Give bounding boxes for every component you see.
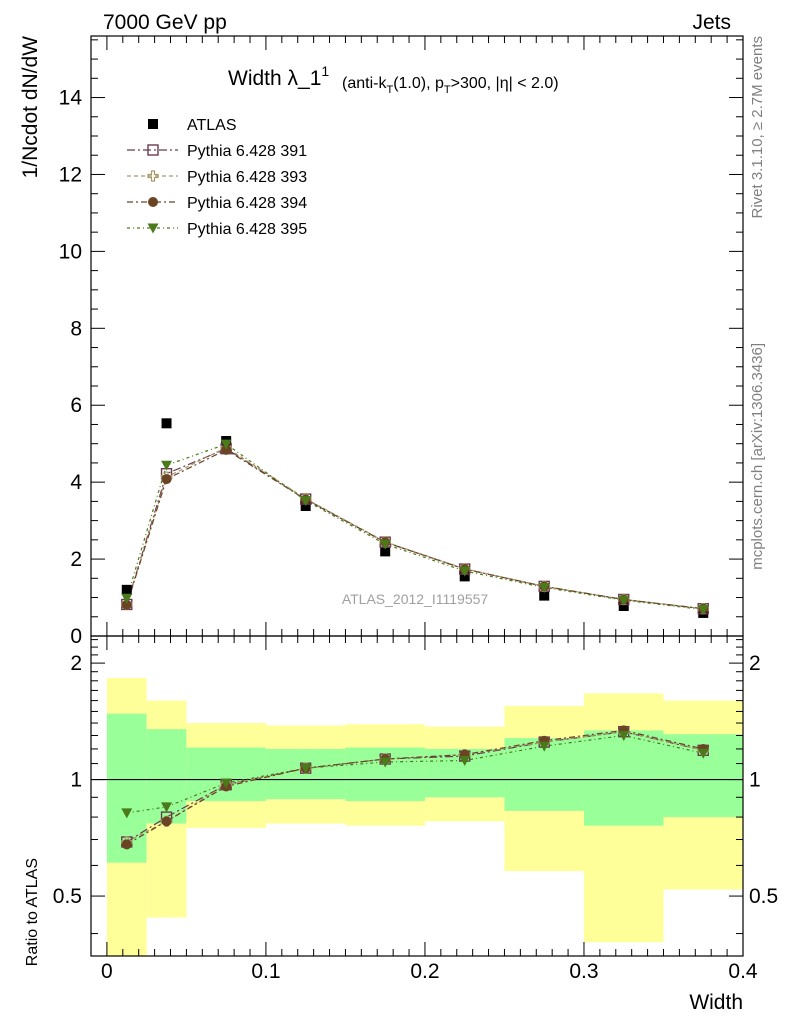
legend-label: Pythia 6.428 394 <box>187 195 307 212</box>
title-sub2: T <box>444 84 451 96</box>
legend-item: ATLAS <box>148 117 237 134</box>
legend-marker <box>147 144 159 156</box>
legend-marker <box>148 197 158 207</box>
header-left: 7000 GeV pp <box>103 11 227 34</box>
main-ytick-label: 0 <box>70 625 82 648</box>
ratio-xtick-label: 0.2 <box>410 960 439 983</box>
ratio-point-pythia-6-428-395 <box>161 802 173 813</box>
title-part3: >300, |η| < 2.0) <box>451 75 559 92</box>
point-pythia-6-428-395 <box>379 539 391 550</box>
ratio-point-pythia-6-428-395 <box>618 730 630 741</box>
side-label-rivet: Rivet 3.1.10, ≥ 2.7M events <box>749 36 766 219</box>
title-sup: 1 <box>321 63 329 79</box>
title-part1: (anti-k <box>342 75 387 92</box>
legend-marker <box>147 170 159 182</box>
series-line-pythia-6.428-393 <box>126 446 704 610</box>
ratio-ytick-label-right: 0.5 <box>749 885 778 908</box>
svg-text:Width λ_11: Width λ_11 <box>228 63 329 90</box>
legend-label: Pythia 6.428 395 <box>187 221 307 238</box>
point-pythia-6-428-395 <box>697 604 709 615</box>
series-line-pythia-6.428-391 <box>126 448 704 610</box>
ratio-panel: 0.5 0.5 1 1 2 2 0 0.1 0.2 0.3 0.4 <box>53 635 778 983</box>
ratio-xtick-label: 0.4 <box>728 960 758 983</box>
point-atlas <box>380 546 391 557</box>
point-atlas <box>618 601 629 611</box>
point-pythia-6-428-394 <box>161 474 172 485</box>
point-pythia-6-428-395 <box>538 583 550 594</box>
ratio-xtick-label: 0 <box>101 960 113 983</box>
green-band-bin <box>186 747 266 802</box>
ratio-line-pythia-6-428-395 <box>126 734 704 814</box>
main-ytick-label: 4 <box>70 471 82 494</box>
ratio-point-pythia-6-428-395 <box>121 808 133 819</box>
title-part2: (1.0), p <box>393 75 444 92</box>
legend: ATLAS Pythia 6.428 391 Pythia 6.428 393 Pyt… <box>127 117 307 238</box>
ratio-point-pythia-6-428-395 <box>379 757 391 768</box>
ratio-ylabel: Ratio to ATLAS <box>24 858 41 966</box>
legend-item: Pythia 6.428 395 <box>127 221 307 238</box>
green-band-bin <box>106 713 147 863</box>
ratio-bands <box>106 678 743 956</box>
side-label-mcplots: mcplots.cern.ch [arXiv:1306.3436] <box>749 343 766 570</box>
ratio-ytick-label-right: 2 <box>749 652 761 675</box>
ratio-point-pythia-6-428-395 <box>300 763 312 774</box>
main-ytick-label: 12 <box>59 163 82 186</box>
plot-title: Width λ_11 (anti-kT(1.0), pT>300, |η| < … <box>228 63 559 96</box>
point-pythia-6-428-394 <box>121 599 132 610</box>
ratio-point-pythia-6-428-394 <box>121 839 132 850</box>
point-pythia-6-428-395 <box>121 593 133 604</box>
ratio-frame <box>90 635 744 957</box>
main-ylabel: 1/Ncdot dN/dW <box>19 36 42 179</box>
legend-label: ATLAS <box>187 117 237 134</box>
legend-item: Pythia 6.428 393 <box>127 169 307 186</box>
ratio-ytick-label-right: 1 <box>749 769 761 792</box>
watermark: ATLAS_2012_I1119557 <box>342 591 489 607</box>
legend-marker <box>148 119 158 129</box>
legend-label: Pythia 6.428 391 <box>187 143 307 160</box>
ratio-ytick-label-left: 1 <box>70 769 82 792</box>
series-line-pythia-6.428-394 <box>126 449 704 610</box>
ratio-point-pythia-6-428-394 <box>161 816 172 827</box>
series-line-pythia-6.428-395 <box>126 443 704 611</box>
main-ytick-label: 10 <box>59 240 82 263</box>
ratio-xtick-label: 0.3 <box>569 960 598 983</box>
point-pythia-6-428-395 <box>161 460 173 471</box>
ratio-point-pythia-6-428-395 <box>697 748 709 759</box>
green-band-bin <box>583 730 664 826</box>
point-pythia-6-428-395 <box>618 595 630 606</box>
ratio-point-pythia-6-428-395 <box>538 741 550 752</box>
main-panel: 0 2 4 6 8 10 12 14 <box>59 35 744 648</box>
main-ytick-label: 14 <box>59 87 83 110</box>
ratio-ytick-label-left: 0.5 <box>53 885 82 908</box>
legend-item: Pythia 6.428 394 <box>127 195 307 212</box>
main-ytick-label: 8 <box>70 317 82 340</box>
main-ytick-label: 2 <box>70 548 82 571</box>
legend-marker <box>147 223 159 234</box>
ratio-ytick-label-left: 2 <box>70 652 82 675</box>
point-pythia-6-428-395 <box>300 496 312 507</box>
svg-text:(anti-kT(1.0), pT>300, |η| < 2: (anti-kT(1.0), pT>300, |η| < 2.0) <box>342 75 559 96</box>
title-sub1: T <box>386 84 393 96</box>
point-atlas <box>161 418 172 429</box>
point-atlas <box>121 584 132 595</box>
xlabel: Width <box>689 991 743 1014</box>
legend-label: Pythia 6.428 393 <box>187 169 307 186</box>
title-main: Width λ_1 <box>228 67 321 90</box>
ratio-xtick-label: 0.1 <box>251 960 280 983</box>
point-atlas <box>539 590 550 601</box>
legend-item: Pythia 6.428 391 <box>127 143 307 160</box>
main-ytick-label: 6 <box>70 394 82 417</box>
ratio-point-pythia-6-428-395 <box>220 778 232 789</box>
point-pythia-6-428-394 <box>221 444 232 455</box>
point-pythia-6-428-395 <box>459 566 471 577</box>
header-right: Jets <box>692 11 731 34</box>
point-pythia-6-428-395 <box>220 439 232 450</box>
ratio-point-pythia-6-428-395 <box>459 756 471 767</box>
